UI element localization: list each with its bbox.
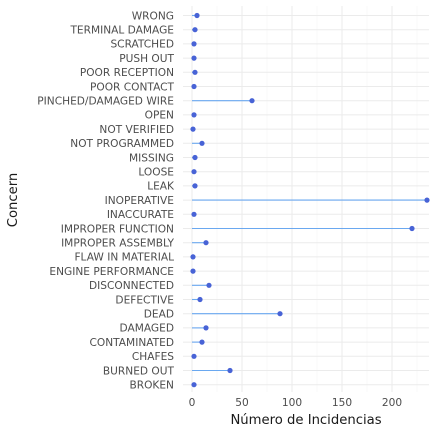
grid-lines <box>183 6 429 392</box>
category-label: POOR CONTACT <box>90 81 175 93</box>
lollipop-dot <box>190 126 196 132</box>
category-label: TERMINAL DAMAGE <box>69 25 174 37</box>
category-label: INOPERATIVE <box>105 195 175 207</box>
lollipop-dot <box>227 367 233 374</box>
category-label: DEFECTIVE <box>115 294 174 306</box>
lollipop-dot <box>191 41 197 47</box>
category-label: DEAD <box>144 309 174 321</box>
category-label: ENGINE PERFORMANCE <box>49 266 174 278</box>
lollipop-dot <box>190 268 196 274</box>
category-label: IMPROPER FUNCTION <box>61 223 174 235</box>
lollipop-dot <box>192 27 198 33</box>
lollipop-dot <box>191 83 197 90</box>
x-tick-label: 0 <box>189 397 196 409</box>
lollipop-dot <box>194 12 200 19</box>
y-axis-title: Concern <box>6 173 21 228</box>
x-tick-labels: 0 50 100 150 200 <box>189 397 403 409</box>
category-label: INACCURATE <box>107 209 174 221</box>
category-label: CONTAMINATED <box>90 337 175 349</box>
category-label: CHAFES <box>132 351 174 363</box>
lollipop-dot <box>191 55 197 61</box>
category-label: LEAK <box>147 181 175 193</box>
lollipop-dot <box>199 140 205 146</box>
lollipop-dot <box>192 69 198 75</box>
x-axis-title: Número de Incidencias <box>230 412 381 428</box>
category-label: FLAW IN MATERIAL <box>74 252 174 264</box>
lollipop-dot <box>191 382 197 388</box>
category-label: MISSING <box>129 152 174 164</box>
lollipop-dots <box>190 12 430 388</box>
lollipop-dot <box>191 211 197 217</box>
lollipop-dot <box>191 169 197 175</box>
lollipop-dot <box>197 296 203 303</box>
lollipop-dot <box>203 325 209 331</box>
lollipop-dot <box>206 282 212 288</box>
category-label: BROKEN <box>129 380 174 392</box>
lollipop-dot <box>249 98 255 104</box>
x-tick-label: 50 <box>235 397 249 409</box>
lollipop-dot <box>199 339 205 345</box>
lollipop-dot <box>192 183 198 189</box>
lollipop-dot <box>424 197 430 203</box>
lollipop-dot <box>190 254 196 260</box>
category-label: PUSH OUT <box>119 53 174 65</box>
category-tick-labels: WRONG TERMINAL DAMAGE SCRATCHED PUSH OUT POO… <box>37 10 175 391</box>
category-label: NOT VERIFIED <box>99 124 174 136</box>
lollipop-dot <box>277 311 283 317</box>
x-tick-label: 200 <box>382 397 402 409</box>
category-label: IMPROPER ASSEMBLY <box>61 238 174 250</box>
category-label: SCRATCHED <box>110 39 174 51</box>
category-label: PINCHED/DAMAGED WIRE <box>37 96 174 108</box>
lollipop-dot <box>192 154 198 161</box>
category-label: DAMAGED <box>120 323 174 335</box>
lollipop-dot <box>203 240 209 246</box>
category-label: BURNED OUT <box>103 365 175 377</box>
lollipop-dot <box>409 225 415 232</box>
lollipop-dot <box>191 353 197 359</box>
category-label: OPEN <box>145 110 174 122</box>
category-label: LOOSE <box>138 167 174 179</box>
category-label: DISCONNECTED <box>89 280 174 292</box>
x-tick-label: 150 <box>332 397 352 409</box>
category-label: NOT PROGRAMMED <box>70 138 174 150</box>
lollipop-dot <box>191 112 197 118</box>
x-tick-label: 100 <box>282 397 302 409</box>
category-label: POOR RECEPTION <box>80 67 174 79</box>
category-label: WRONG <box>132 10 174 22</box>
